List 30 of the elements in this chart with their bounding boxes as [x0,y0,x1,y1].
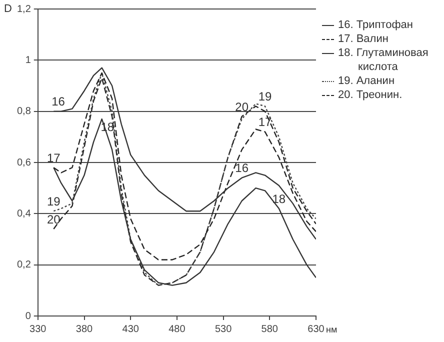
annotation: 20 [235,100,249,114]
legend-label: 18. Глутаминовая кислота [337,46,430,74]
annotation: 19 [46,194,61,208]
y-tick-label: 0,4 [16,208,32,220]
y-tick-label: 1,2 [16,4,32,15]
annotation: 17 [46,150,61,165]
legend-label: 17. Валин [337,32,390,46]
y-tick-label: 0,6 [16,157,32,168]
x-tick-label: 580 [261,324,278,335]
y-tick-label: 0 [25,310,32,322]
x-tick-label: 530 [214,324,232,335]
y-tick-label: 1 [25,54,32,66]
y-tick-label: 0,2 [16,260,32,271]
annotation: 18 [272,192,286,206]
annotation: 17 [258,115,272,130]
annotation: 19 [258,90,272,104]
x-tick-label: 430 [122,324,140,335]
y-tick-label: 0,8 [16,106,32,118]
annotation: 20 [46,212,61,226]
legend-label: 20. Треонин. [337,88,404,102]
x-axis-title: нм [326,324,338,334]
annotation: 16 [235,161,249,176]
x-tick-label: 330 [30,324,47,335]
annotation: 16 [52,94,66,109]
x-tick-label: 480 [168,324,186,335]
legend-label: 19. Аланин [337,74,396,88]
x-tick-label: 630 [308,324,325,335]
legend-label: 16. Триптофан [337,18,414,32]
y-axis-title: D [4,3,12,16]
x-tick-label: 380 [76,324,94,335]
